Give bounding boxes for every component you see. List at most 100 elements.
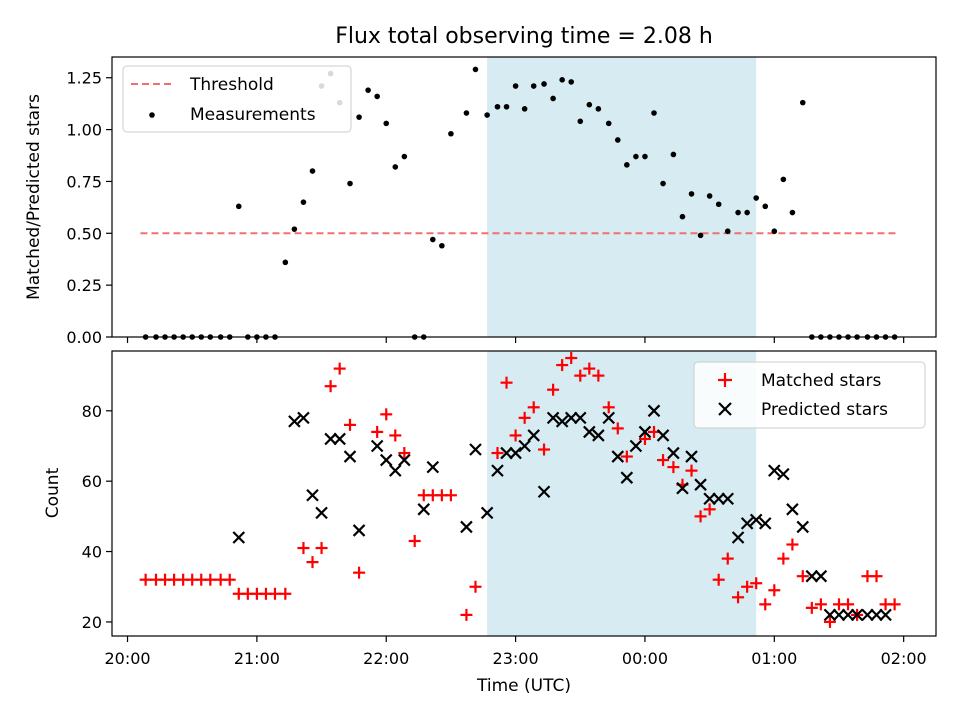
measurement-point [392,164,399,170]
top-y-tick-label: 0.75 [66,172,102,191]
measurement-point [309,168,316,174]
measurement-point [365,87,371,93]
matched-star-marker [344,418,357,431]
predicted-star-marker [712,492,725,506]
matched-star-marker [796,570,809,583]
measurement-point [300,199,307,205]
measurement-point [401,153,408,160]
measurement-point [484,112,490,118]
measurement-point [383,120,390,127]
matched-star-marker [389,429,402,442]
predicted-star-marker [527,429,540,442]
predicted-star-marker [740,517,754,530]
matched-star-marker [759,598,772,611]
predicted-star-marker [480,506,494,520]
predicted-star-marker [592,429,605,442]
predicted-star-marker [509,446,522,460]
matched-star-marker [324,380,337,393]
top-x-axis-ticks [126,337,905,343]
bottom-axes-frame [111,350,937,637]
matched-star-marker [204,573,217,586]
matched-star-marker [805,601,818,614]
matched-star-marker [333,362,346,375]
predicted-star-marker [555,415,569,428]
matched-star-marker [565,352,578,365]
measurement-point [521,106,528,112]
top-y-axis-label: Matched/Predicted stars [24,94,44,300]
predicted-star-marker [500,446,513,460]
predicted-star-marker [306,488,319,502]
measurement-point [282,259,289,266]
measurement-point [614,137,621,143]
predicted-stars-markers [232,404,892,622]
measurement-point [771,228,778,235]
predicted-star-marker [647,404,661,418]
predicted-star-marker [602,411,616,425]
measurement-point [744,209,750,216]
bottom-x-axis-ticks: 20:00 21:00 22:00 23:00 00:00 01:00 02:00 [104,636,927,668]
matched-star-marker [583,362,596,375]
predicted-star-marker [288,415,301,428]
matched-legend-label: Matched stars [761,371,881,391]
matched-star-marker [408,535,421,547]
predicted-legend-label: Predicted stars [761,400,888,420]
measurement-point [430,236,436,243]
matched-star-marker [315,542,328,555]
measurement-point [780,176,787,183]
measurement-point [651,110,657,116]
matched-star-marker [592,369,605,382]
predicted-star-marker [297,411,310,425]
measurement-point [660,180,666,187]
matched-star-marker [657,454,670,467]
measurement-point [679,213,686,220]
top-y-axis-ticks: 0.00 0.25 0.50 0.75 1.00 1.25 [66,69,112,347]
bottom-y-tick-label: 60 [82,472,102,491]
predicted-star-marker [370,439,384,453]
matched-star-marker [823,615,836,628]
matched-star-marker [602,401,615,414]
matched-star-marker [574,369,587,382]
predicted-star-marker [491,464,504,477]
predicted-star-marker [814,569,828,583]
x-tick-label: 01:00 [751,649,797,668]
matched-star-marker [842,598,855,611]
measurement-point [347,180,353,187]
predicted-star-marker [805,569,819,583]
matched-star-marker [223,573,236,586]
predicted-star-marker [620,471,634,484]
predicted-star-marker [731,531,745,544]
top-legend: Threshold Measurements [122,65,352,133]
measurement-point [374,93,380,100]
predicted-star-marker [469,443,482,456]
chart-title: Flux total observing time = 2.08 h [335,24,713,49]
matched-star-marker [380,408,393,421]
matched-star-marker [741,580,754,593]
predicted-star-marker [850,608,864,622]
matched-star-marker [712,573,725,586]
predicted-star-marker [537,485,551,499]
predicted-star-marker [703,492,716,506]
measurements-legend-swatch [149,112,155,118]
measurement-point [642,153,648,160]
measurement-point [448,130,454,137]
matched-star-marker [538,443,551,456]
matched-star-marker [547,383,560,396]
bottom-y-axis-label: Count [43,467,63,518]
predicted-star-marker [460,520,473,534]
matched-star-marker [398,447,411,460]
predicted-star-marker [777,467,790,481]
measurement-point [753,195,759,201]
bottom-legend: Matched stars Predicted stars [693,361,926,429]
measurement-point [512,83,519,89]
measurement-point [568,79,575,85]
measurement-point [291,226,298,232]
bottom-y-axis-ticks: 20 40 60 80 [82,402,112,632]
matched-star-marker [518,411,531,424]
matched-star-marker [500,376,513,389]
top-y-tick-label: 0.50 [66,224,102,243]
predicted-star-marker [546,411,560,425]
matched-star-marker [768,584,781,597]
matched-star-marker [297,542,310,555]
matched-star-marker [279,587,292,600]
predicted-star-marker [870,608,883,622]
